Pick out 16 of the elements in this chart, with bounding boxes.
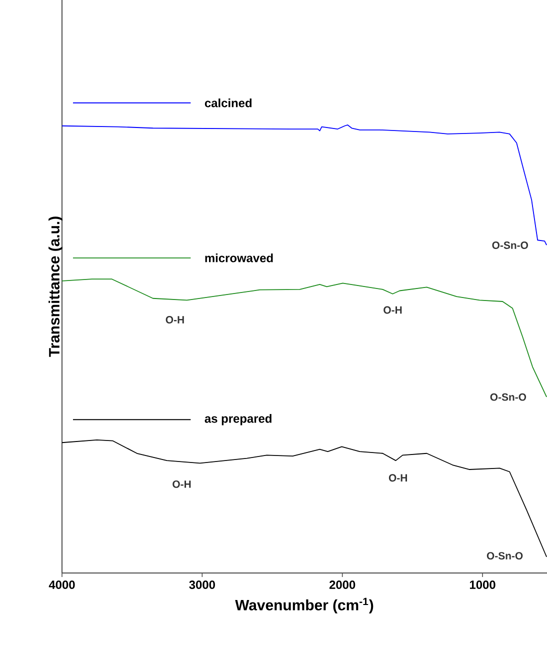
annotation: O-H bbox=[166, 316, 184, 324]
annotation: O-H bbox=[388, 474, 407, 482]
annotation: O-Sn-O bbox=[486, 552, 523, 560]
text: microwaved bbox=[205, 254, 273, 262]
y-axis-title: Transmittance (a.u.) bbox=[48, 216, 62, 357]
x-axis-title: Wavenumber (cm$^{-1}$) bbox=[235, 598, 374, 614]
annotation: O-H bbox=[172, 480, 191, 488]
annotation: O-H bbox=[384, 306, 402, 314]
x-tick-label: 4000 bbox=[48, 580, 75, 589]
text: as prepared bbox=[204, 414, 272, 426]
x-tick-label: 3000 bbox=[189, 580, 215, 590]
series-label: calcined bbox=[204, 98, 252, 108]
annotation: O-Sn-O bbox=[490, 393, 526, 401]
x-tick-label: 2000 bbox=[329, 580, 356, 589]
x-tick-label: 1000 bbox=[470, 580, 496, 589]
annotation: O-Sn-O bbox=[492, 242, 528, 249]
